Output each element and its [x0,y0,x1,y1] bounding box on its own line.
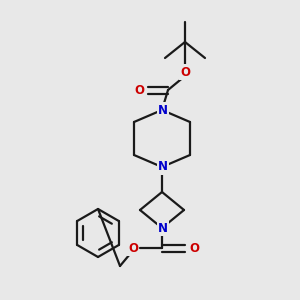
Text: N: N [158,160,168,173]
Text: O: O [128,242,138,254]
Text: N: N [158,221,168,235]
Text: O: O [180,65,190,79]
Text: O: O [134,83,144,97]
Text: N: N [158,103,168,116]
Text: O: O [189,242,199,254]
